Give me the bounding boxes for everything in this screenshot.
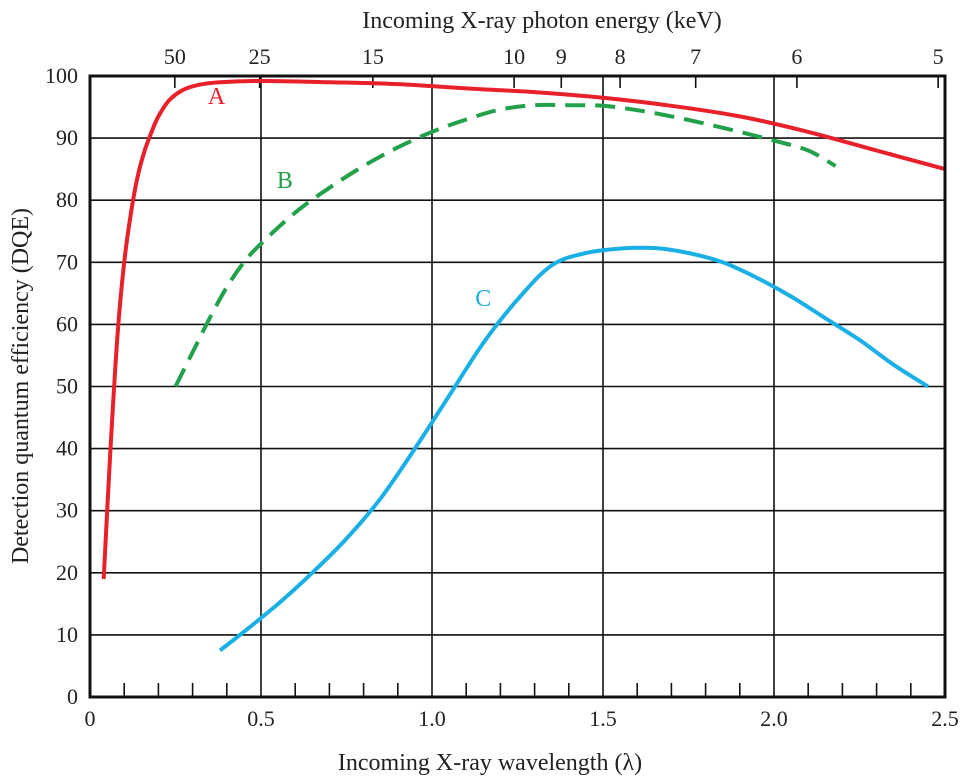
series-labels: A B C	[208, 84, 491, 312]
y-tick-label: 100	[45, 63, 78, 88]
top-tick-label: 7	[690, 44, 701, 69]
y-tick-label: 0	[67, 684, 78, 709]
top-tick-label: 9	[556, 44, 567, 69]
top-axis-title: Incoming X-ray photon energy (keV)	[362, 8, 721, 34]
series-line-c	[218, 245, 929, 652]
top-tick-label: 15	[362, 44, 384, 69]
y-tick-label: 90	[56, 125, 78, 150]
series-label-c: C	[475, 286, 491, 312]
y-tick-labels: 0 10 20 30 40 50 60 70 80 90 100	[45, 63, 78, 709]
x-tick-label: 2.0	[760, 706, 788, 731]
grid	[90, 76, 945, 697]
y-axis-title: Detection quantum efficiency (DQE)	[8, 208, 34, 564]
x-axis-title: Incoming X-ray wavelength (λ)	[338, 750, 642, 776]
minor-ticks	[123, 76, 939, 697]
top-tick-labels: 50 25 15 10 9 8 7 6 5	[164, 44, 944, 69]
top-tick-label: 6	[791, 44, 802, 69]
top-tick-label: 5	[933, 44, 944, 69]
series-label-a: A	[208, 84, 226, 110]
y-tick-label: 30	[56, 498, 78, 523]
y-tick-label: 50	[56, 374, 78, 399]
series-layer	[101, 79, 946, 652]
y-tick-label: 80	[56, 187, 78, 212]
top-tick-label: 25	[249, 44, 271, 69]
series-line-a	[101, 79, 946, 580]
x-tick-label: 0.5	[247, 706, 275, 731]
y-tick-label: 10	[56, 622, 78, 647]
top-tick-label: 10	[503, 44, 525, 69]
y-tick-label: 70	[56, 249, 78, 274]
x-tick-label: 0	[85, 706, 96, 731]
y-tick-label: 60	[56, 311, 78, 336]
x-tick-labels: 0 0.5 1.0 1.5 2.0 2.5	[85, 706, 959, 731]
x-tick-label: 2.5	[931, 706, 959, 731]
top-tick-label: 8	[615, 44, 626, 69]
y-tick-label: 20	[56, 560, 78, 585]
top-tick-label: 50	[164, 44, 186, 69]
y-tick-label: 40	[56, 436, 78, 461]
plot-frame	[88, 74, 947, 699]
series-label-b: B	[277, 168, 293, 194]
x-tick-label: 1.0	[418, 706, 446, 731]
series-line-b	[173, 102, 837, 388]
x-tick-label: 1.5	[589, 706, 617, 731]
